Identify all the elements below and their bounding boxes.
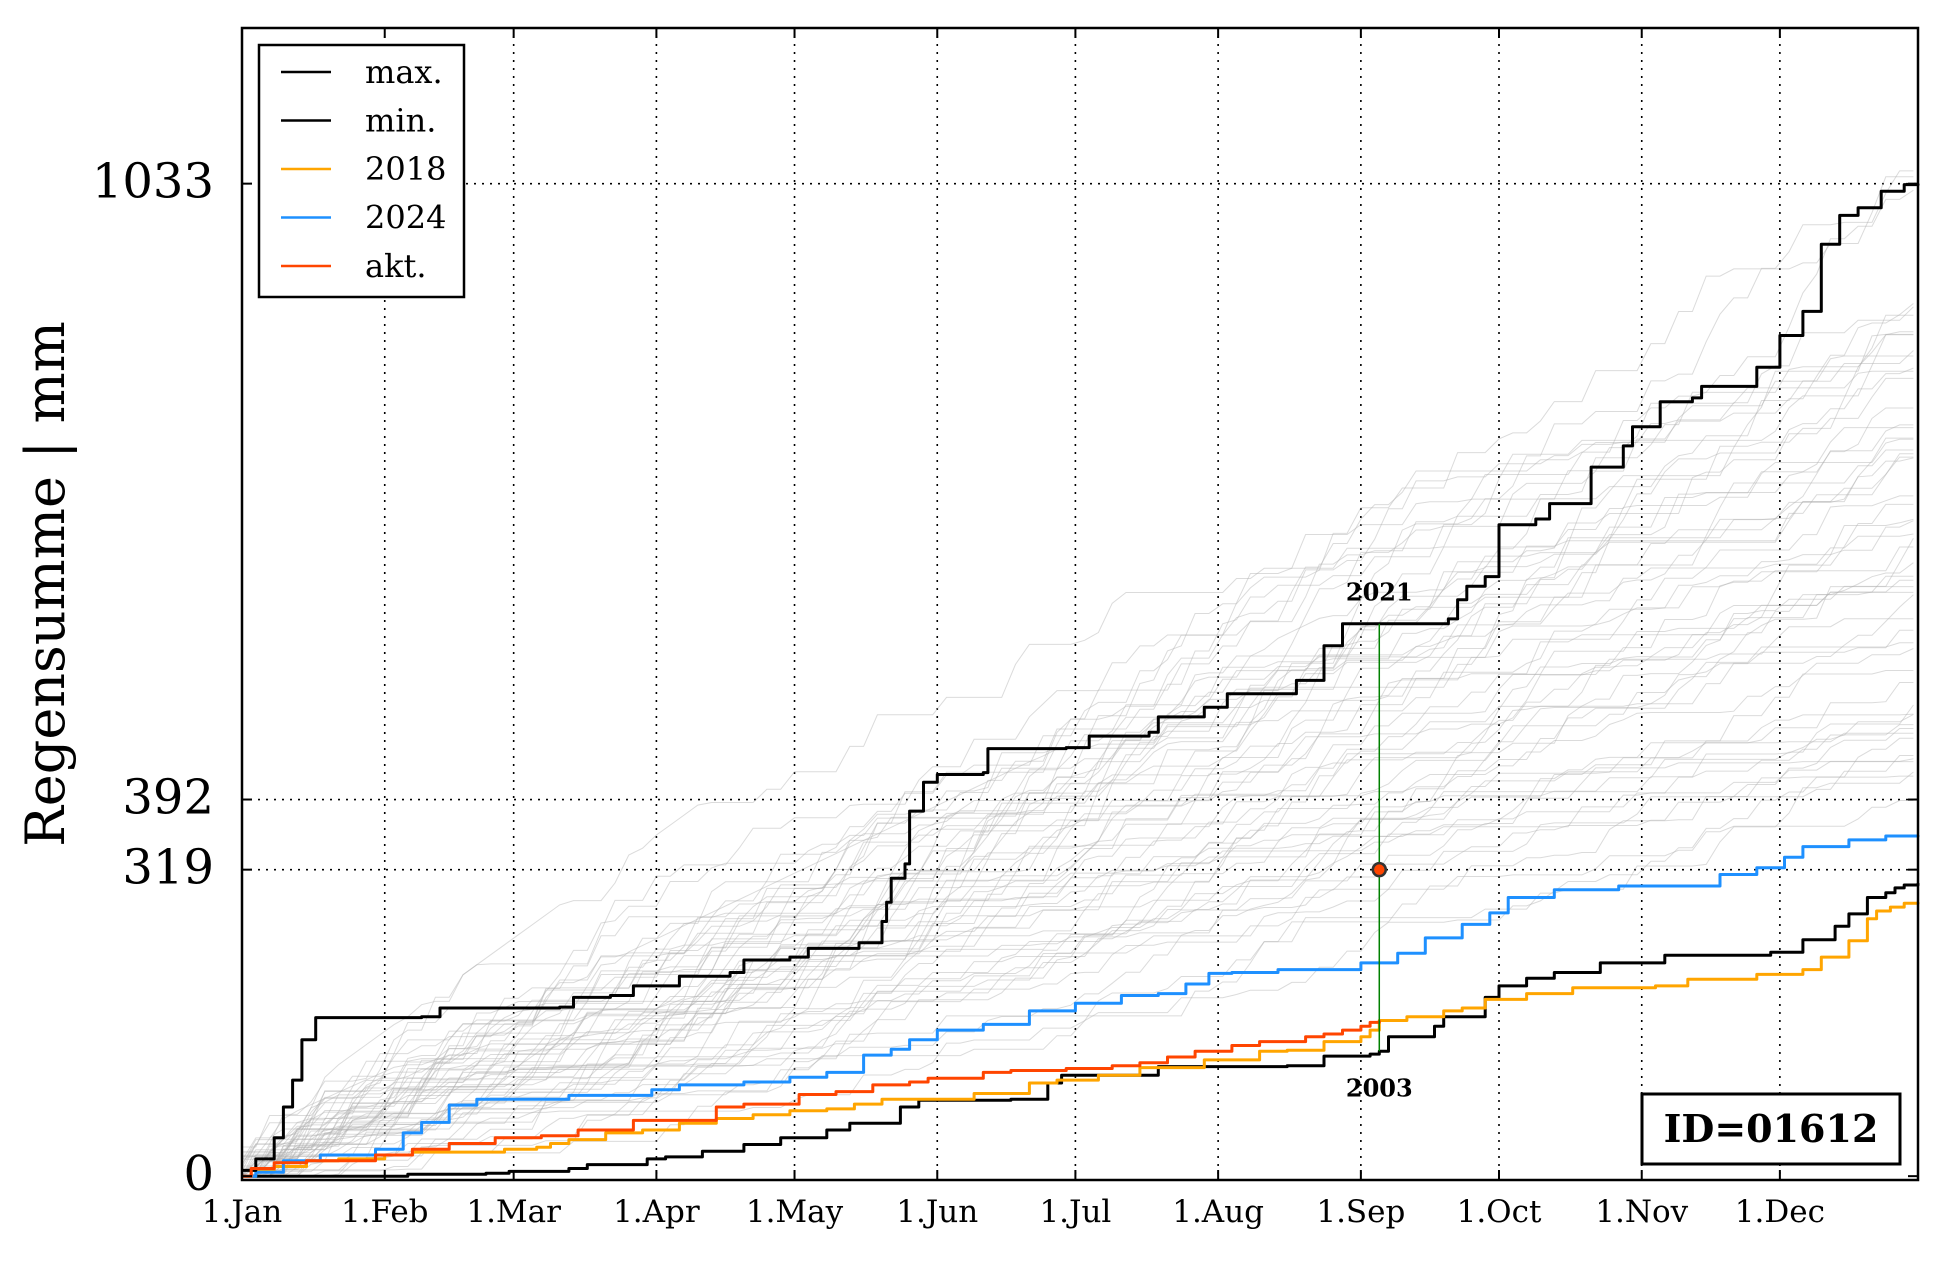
legend-label: max. bbox=[365, 53, 443, 91]
legend-label: min. bbox=[365, 102, 436, 140]
x-tick-label: 1.Aug bbox=[1172, 1194, 1264, 1230]
background-year-line bbox=[241, 682, 1914, 1177]
background-year-line bbox=[241, 437, 1914, 1172]
y-tick-label: 392 bbox=[122, 770, 214, 826]
plot-frame bbox=[240, 26, 1920, 1182]
background-year-line bbox=[241, 424, 1914, 1177]
station-id-frame bbox=[1640, 1092, 1902, 1166]
background-year-line bbox=[242, 713, 1914, 1177]
x-tick-label: 1.Apr bbox=[613, 1194, 700, 1230]
x-tick-label: 1.Oct bbox=[1457, 1194, 1542, 1230]
series-line-akt bbox=[242, 1020, 1381, 1178]
background-year-line bbox=[241, 189, 1914, 1177]
background-year-line bbox=[242, 642, 1914, 1177]
background-year-line bbox=[241, 170, 1914, 1177]
background-year-line bbox=[242, 331, 1914, 1169]
annotation-layer: 2021 2003 bbox=[1346, 578, 1413, 1103]
background-year-line bbox=[242, 456, 1914, 1177]
x-tick-label: 1.Feb bbox=[341, 1194, 429, 1230]
background-year-line bbox=[241, 370, 1914, 1177]
background-year-line bbox=[242, 618, 1914, 1177]
current-value-point bbox=[1371, 861, 1388, 878]
background-year-line bbox=[242, 562, 1914, 1157]
background-year-line bbox=[242, 377, 1914, 1167]
x-tick-label: 1.Dec bbox=[1735, 1194, 1825, 1230]
background-year-line bbox=[241, 771, 1914, 1161]
background-year-line bbox=[241, 533, 1914, 1177]
legend-label: 2018 bbox=[365, 150, 446, 188]
background-year-line bbox=[242, 518, 1914, 1177]
background-year-line bbox=[241, 306, 1914, 1166]
background-year-line bbox=[241, 575, 1914, 1164]
background-year-line bbox=[242, 648, 1914, 1177]
background-year-line bbox=[242, 495, 1914, 1157]
x-tick-label: 1.May bbox=[746, 1194, 844, 1230]
x-tick-label: 1.Jan bbox=[202, 1194, 282, 1230]
background-year-line bbox=[242, 334, 1914, 1177]
x-tick-label: 1.Nov bbox=[1595, 1194, 1688, 1230]
background-year-line bbox=[242, 537, 1914, 1171]
background-year-line bbox=[242, 355, 1914, 1148]
legend-frame bbox=[257, 43, 466, 299]
background-year-line bbox=[241, 732, 1914, 1159]
y-tick-label: 1033 bbox=[92, 154, 214, 210]
background-year-line bbox=[242, 333, 1914, 1177]
background-year-line bbox=[242, 546, 1914, 1156]
background-year-line bbox=[242, 314, 1914, 1173]
max-year-label: 2021 bbox=[1346, 578, 1413, 607]
series-line-max bbox=[242, 183, 1920, 1172]
background-year-line bbox=[241, 503, 1914, 1177]
background-year-line bbox=[241, 591, 1914, 1177]
background-years-series bbox=[241, 170, 1914, 1177]
background-year-line bbox=[242, 303, 1914, 1177]
background-year-line bbox=[242, 438, 1914, 1177]
background-year-line bbox=[242, 594, 1914, 1177]
y-axis-title: Regensumme | mm bbox=[14, 321, 77, 847]
legend-label: 2024 bbox=[365, 199, 446, 237]
background-year-line bbox=[241, 427, 1914, 1168]
y-tick-label: 319 bbox=[122, 840, 214, 896]
station-id-label: ID=01612 bbox=[1664, 1106, 1879, 1151]
background-year-line bbox=[242, 579, 1914, 1177]
x-tick-label: 1.Mar bbox=[466, 1194, 561, 1230]
min-year-label: 2003 bbox=[1346, 1073, 1413, 1102]
y-tick-label: 0 bbox=[183, 1146, 214, 1202]
series-line-min bbox=[242, 883, 1920, 1178]
background-year-line bbox=[242, 629, 1914, 1177]
series-layer bbox=[242, 183, 1920, 1178]
background-year-line bbox=[242, 586, 1914, 1177]
background-year-line bbox=[242, 724, 1914, 1160]
axis-ticks: 1.Jan 1.Feb 1.Mar 1.Apr 1.May 1.Jun 1.Jul 1.Aug… bbox=[92, 28, 1918, 1230]
x-tick-label: 1.Jul bbox=[1039, 1194, 1111, 1230]
legend: max. min. 2018 2024 akt. bbox=[257, 43, 466, 299]
background-year-line bbox=[242, 758, 1914, 1177]
background-year-line bbox=[242, 800, 1914, 1177]
background-year-line bbox=[242, 449, 1914, 1177]
background-year-line bbox=[242, 713, 1914, 1177]
background-year-line bbox=[241, 520, 1914, 1177]
legend-label: akt. bbox=[365, 247, 427, 285]
series-line-2018 bbox=[242, 901, 1920, 1178]
background-year-line bbox=[242, 755, 1914, 1177]
background-year-line bbox=[242, 728, 1914, 1177]
background-year-line bbox=[242, 670, 1914, 1152]
series-line-2024 bbox=[242, 834, 1920, 1178]
background-year-line bbox=[242, 350, 1914, 1177]
background-year-line bbox=[242, 704, 1914, 1177]
background-year-line bbox=[242, 407, 1914, 1177]
background-year-line bbox=[242, 176, 1914, 1177]
background-year-line bbox=[242, 453, 1914, 1177]
station-id-box: ID=01612 bbox=[1640, 1092, 1902, 1166]
x-tick-label: 1.Sep bbox=[1316, 1194, 1405, 1230]
background-year-line bbox=[242, 775, 1914, 1177]
x-tick-label: 1.Jun bbox=[896, 1194, 978, 1230]
